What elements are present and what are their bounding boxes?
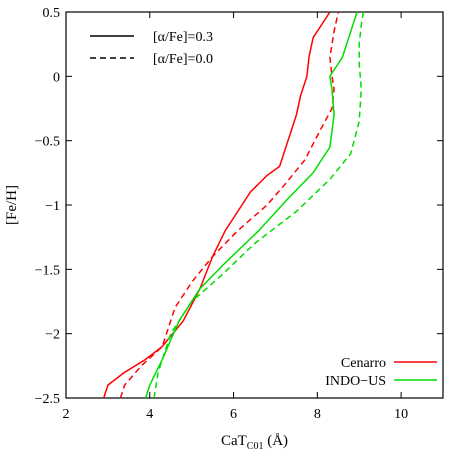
y-tick-label: −2 bbox=[45, 328, 60, 343]
x-tick-label: 8 bbox=[314, 407, 321, 422]
legend-label-dashed: [α/Fe]=0.0 bbox=[153, 52, 213, 67]
x-tick-label: 4 bbox=[146, 407, 153, 422]
legend-label-indous: INDO−US bbox=[325, 374, 386, 389]
y-tick-label: −1.5 bbox=[35, 263, 60, 278]
y-tick-label: 0 bbox=[53, 70, 60, 85]
legend-label-cenarro: Cenarro bbox=[341, 356, 386, 371]
x-tick-label: 6 bbox=[230, 407, 237, 422]
y-tick-label: −2.5 bbox=[35, 392, 60, 407]
legend-label-solid: [α/Fe]=0.3 bbox=[153, 30, 213, 45]
x-tick-label: 2 bbox=[63, 407, 70, 422]
x-axis-label: CaTC01 (Å) bbox=[221, 433, 288, 452]
line-style-legend: [α/Fe]=0.3 [α/Fe]=0.0 bbox=[90, 30, 213, 67]
plot-frame bbox=[65, 11, 444, 399]
x-axis-label-unit: (Å) bbox=[263, 433, 288, 449]
x-axis-label-subscript: C01 bbox=[247, 441, 264, 452]
x-axis-label-main: CaT bbox=[221, 433, 247, 449]
color-legend: Cenarro INDO−US bbox=[325, 356, 437, 389]
series-line-indous-alpha-03 bbox=[144, 11, 358, 399]
series-line-cenarro-alpha-00 bbox=[119, 11, 340, 399]
series-line-cenarro-alpha-03 bbox=[102, 11, 331, 399]
x-tick-label: 10 bbox=[394, 407, 408, 422]
y-axis-label: [Fe/H] bbox=[4, 185, 20, 225]
y-tick-label: −0.5 bbox=[35, 135, 60, 150]
y-tick-label: −1 bbox=[45, 199, 60, 214]
y-tick-label: 0.5 bbox=[43, 6, 61, 21]
